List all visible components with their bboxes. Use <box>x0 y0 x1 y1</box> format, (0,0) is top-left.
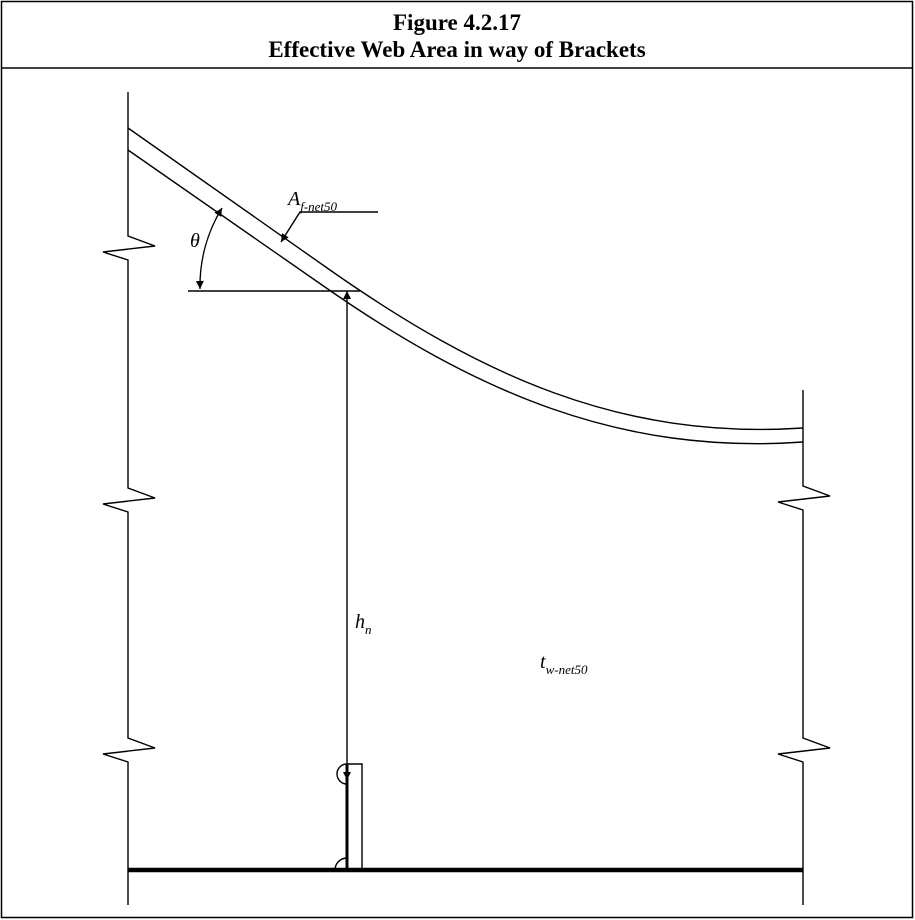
angle-arc <box>195 207 223 290</box>
thickness-symbol: t <box>540 651 546 673</box>
height-subscript: n <box>365 622 372 637</box>
flange-subscript: f-net50 <box>300 199 337 214</box>
flange-label: Af-net50 <box>286 188 338 214</box>
height-symbol: h <box>355 611 365 633</box>
flange-upper <box>127 127 804 431</box>
height-label: hn <box>355 611 372 637</box>
flange-symbol: A <box>286 188 301 210</box>
flange-lower <box>127 149 804 445</box>
flange-leader <box>280 211 378 243</box>
right-edge <box>777 390 831 905</box>
stiffener-outline <box>347 763 363 870</box>
figure-number: Figure 4.2.17 <box>393 10 521 35</box>
angle-symbol: θ <box>190 230 200 252</box>
angle-label: θ <box>190 230 200 252</box>
figure-caption: Effective Web Area in way of Brackets <box>268 37 645 62</box>
left-edge <box>102 92 156 905</box>
thickness-subscript: w-net50 <box>546 662 588 677</box>
stiffener-flange <box>336 763 348 785</box>
thickness-label: tw-net50 <box>540 651 588 677</box>
